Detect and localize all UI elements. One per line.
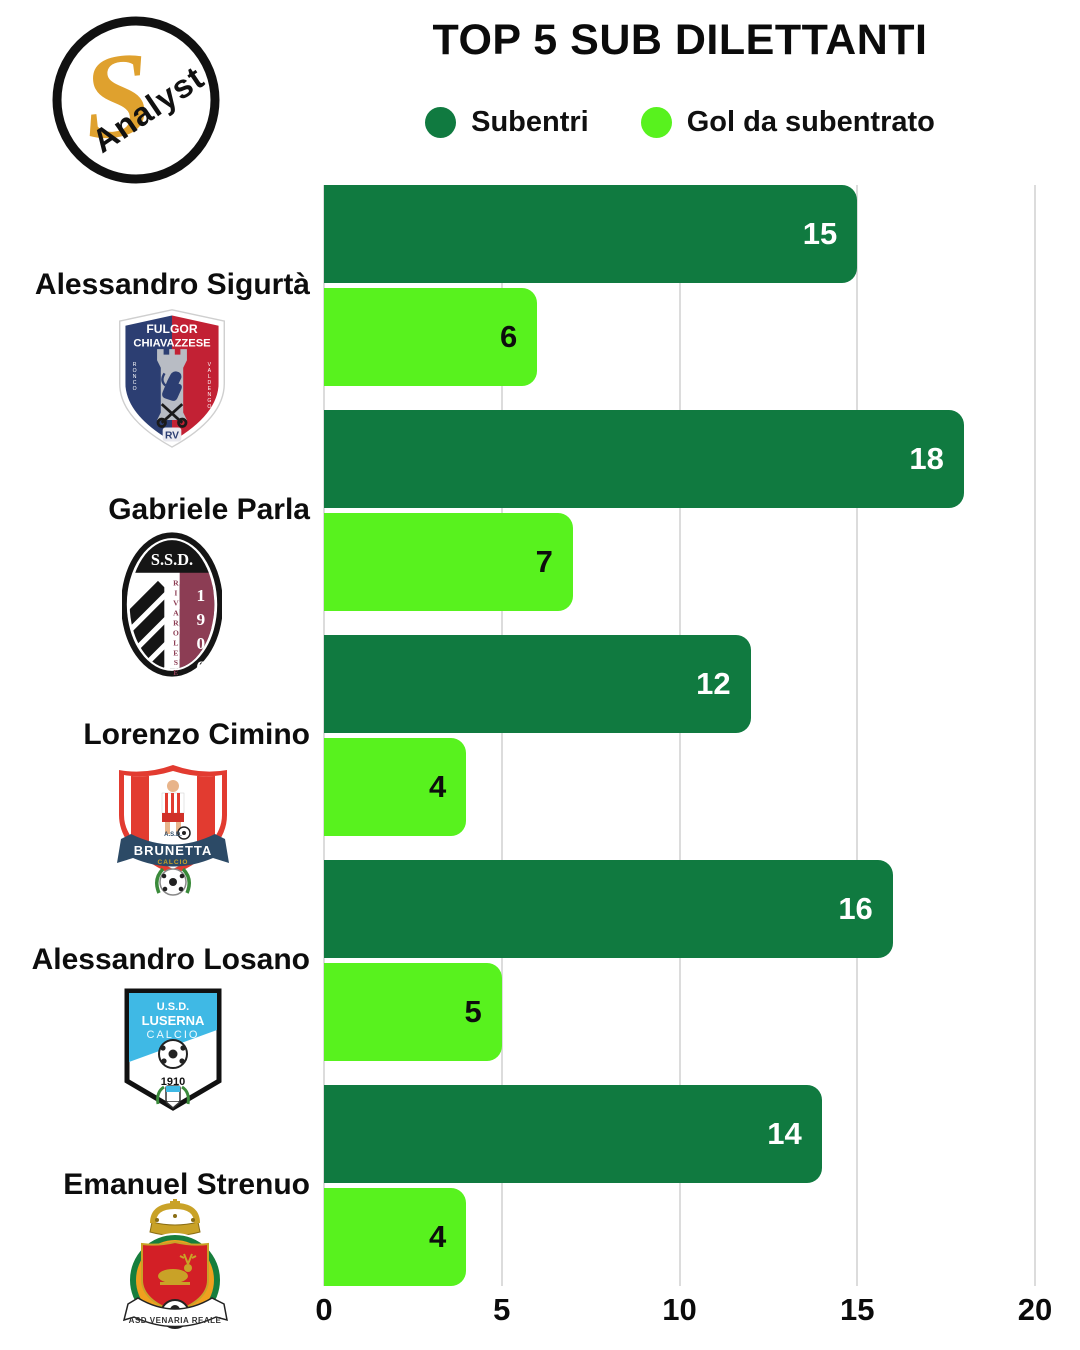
- club-text-calcio: CALCIO: [158, 859, 189, 866]
- gol-color-dot: [640, 107, 672, 138]
- player-name-1: Alessandro Sigurtà: [34, 268, 310, 301]
- bar-subentri: 15: [324, 185, 858, 283]
- value-label: 7: [535, 544, 553, 579]
- club-text-ssd: S.S.D.: [151, 550, 193, 569]
- x-tick-20: 20: [1017, 1292, 1053, 1327]
- bar-gol: 4: [324, 738, 467, 836]
- gridline-15: [856, 185, 859, 1286]
- value-label: 16: [838, 891, 873, 926]
- bar-group-losano: 16 5: [324, 860, 1035, 1066]
- x-tick-5: 5: [493, 1292, 511, 1327]
- x-tick-15: 15: [840, 1292, 875, 1327]
- bar-gol: 6: [324, 288, 538, 386]
- gridline-5: [500, 185, 503, 1286]
- club-text-venaria: ASD VENARIA REALE: [129, 1316, 222, 1325]
- bar-subentri: 18: [324, 410, 964, 508]
- bar-group-strenuo: 14 4: [324, 1085, 1035, 1291]
- club-logo-fulgor-chiavazzese: RV FULGOR CHIAVAZZESE RONCO VALDENGO: [119, 309, 225, 448]
- bar-gol: 4: [324, 1188, 467, 1286]
- player-name-4: Alessandro Losano: [31, 943, 310, 976]
- bar-gol: 7: [324, 513, 573, 611]
- ball-laurel-icon: [155, 867, 191, 896]
- bar-group-sigurta: 15 6: [324, 185, 1035, 391]
- club-logo-brunetta: A.S.D. BRUNETTA CALCIO: [117, 765, 229, 896]
- town-crest-icon: [156, 1085, 190, 1109]
- player-name-3: Lorenzo Cimino: [83, 718, 310, 751]
- club-logo-venaria-reale: ASD VENARIA REALE: [122, 1199, 228, 1329]
- player-name-2: Gabriele Parla: [108, 493, 310, 526]
- bar-subentri: 12: [324, 635, 751, 733]
- bar-subentri: 16: [324, 860, 893, 958]
- club-logo-luserna: U.S.D. LUSERNA CALCIO 1910: [124, 988, 222, 1111]
- player-name-5: Emanuel Strenuo: [63, 1168, 310, 1201]
- x-tick-10: 10: [662, 1292, 697, 1327]
- legend-item-subentri: Subentri: [425, 106, 589, 139]
- club-text-1910: 1910: [161, 1076, 185, 1088]
- legend: Subentri Gol da subentrato: [280, 106, 1080, 139]
- legend-label-subentri: Subentri: [471, 106, 589, 138]
- crossed-keys-icon: [156, 403, 188, 428]
- club-text-ronco: RONCO: [132, 362, 138, 392]
- bar-gol: 5: [324, 963, 502, 1061]
- lion-icon: [162, 371, 182, 401]
- club-text-luserna: LUSERNA: [142, 1013, 205, 1028]
- brand-circle: [52, 16, 220, 184]
- brand-letter: S: [77, 26, 157, 165]
- gridline-20: [1034, 185, 1036, 1286]
- value-label: 6: [500, 319, 518, 354]
- value-label: 14: [767, 1116, 802, 1151]
- stag-icon: [158, 1253, 197, 1285]
- plot-area: 15 6 18 7 12 4 16 5 14 4: [323, 185, 1036, 1286]
- value-label: 4: [428, 769, 447, 804]
- subentri-color-dot: [425, 107, 457, 138]
- value-label: 18: [909, 441, 944, 476]
- soccer-ball-icon: [158, 1039, 188, 1069]
- banner-ribbon: [117, 834, 229, 867]
- club-text-usd: U.S.D.: [157, 1001, 189, 1013]
- legend-item-gol: Gol da subentrato: [640, 106, 935, 139]
- brand-logo: S Analyst: [52, 16, 220, 184]
- bar-subentri: 14: [324, 1085, 822, 1183]
- bar-group-parla: 18 7: [324, 410, 1035, 616]
- gridline-0: [323, 185, 325, 1286]
- club-text-valdengo: VALDENGO: [206, 362, 212, 410]
- legend-label-gol: Gol da subentrato: [686, 106, 935, 138]
- club-initials: RV: [165, 431, 179, 442]
- x-tick-0: 0: [315, 1292, 333, 1327]
- chart-title: TOP 5 SUB DILETTANTI: [432, 16, 928, 64]
- crown-icon: [149, 1199, 201, 1236]
- club-text-chiavazzese: CHIAVAZZESE: [133, 337, 211, 349]
- x-axis: 0 5 10 15 20: [315, 1292, 1052, 1336]
- value-label: 12: [696, 666, 731, 701]
- player-figure-icon: [161, 780, 191, 840]
- club-text-fulgor: FULGOR: [146, 322, 197, 336]
- club-text-asd: A.S.D.: [164, 832, 182, 838]
- club-text-calcio: CALCIO: [147, 1029, 200, 1041]
- bar-group-cimino: 12 4: [324, 635, 1035, 841]
- value-label: 15: [802, 216, 838, 251]
- gridline-10: [678, 185, 681, 1286]
- banner-ribbon: [122, 1297, 228, 1328]
- value-label: 5: [464, 994, 482, 1029]
- club-text-1906: 1906: [191, 586, 210, 677]
- value-label: 4: [428, 1219, 447, 1254]
- club-text-rivarolese: RIVAROLESE: [171, 579, 180, 677]
- club-text-brunetta: BRUNETTA: [134, 843, 213, 858]
- club-logo-rivarolese: S.S.D. RIVAROLESE 1906: [122, 532, 222, 677]
